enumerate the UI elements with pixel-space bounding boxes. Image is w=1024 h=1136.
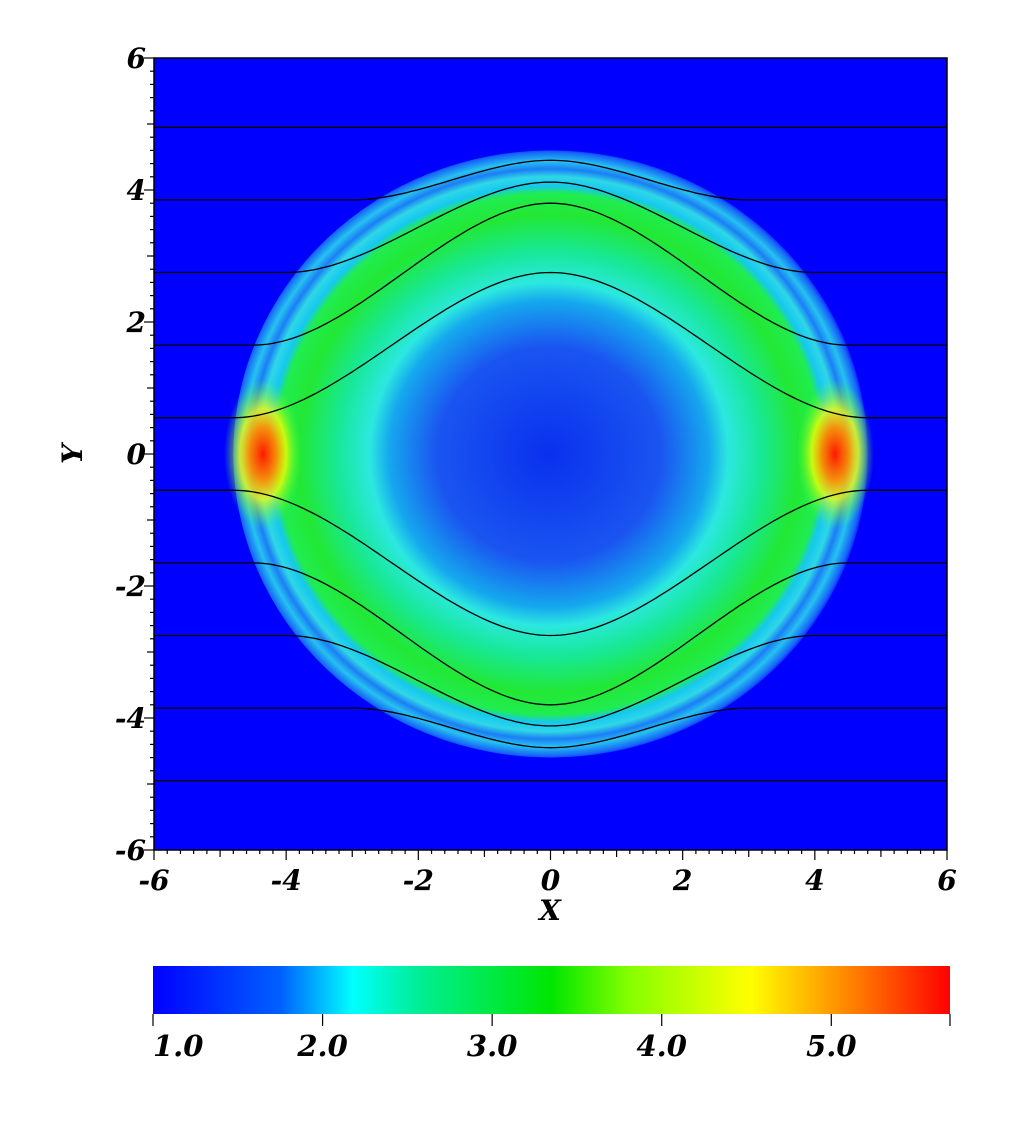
x-axis: -6 -4 -2 0 2 4 6 bbox=[138, 850, 957, 897]
streamlines bbox=[154, 126, 947, 782]
y-axis-title: Y bbox=[56, 441, 89, 464]
y-tick-label: 6 bbox=[127, 42, 146, 75]
colorbar-ticks: 1.0 2.0 3.0 4.0 5.0 bbox=[152, 1014, 951, 1063]
streamline bbox=[154, 707, 947, 749]
colorbar-tick-label: 3.0 bbox=[467, 1029, 517, 1063]
x-tick-label: -6 bbox=[138, 864, 169, 897]
y-tick-label: 4 bbox=[127, 174, 146, 207]
y-axis: 6 4 2 0 -2 -4 -6 bbox=[115, 42, 154, 867]
colorbar-gradient bbox=[153, 966, 950, 1014]
x-tick-label: 4 bbox=[805, 864, 824, 897]
streamline bbox=[154, 181, 947, 274]
streamline bbox=[154, 159, 947, 201]
x-tick-label: -4 bbox=[271, 864, 302, 897]
heatmap-plot-area bbox=[153, 57, 948, 851]
streamline bbox=[154, 562, 947, 706]
colorbar-tick-label: 1.0 bbox=[153, 1029, 203, 1063]
x-tick-label: 2 bbox=[672, 864, 692, 897]
shell-tip-right bbox=[797, 376, 878, 532]
colorbar: 1.0 2.0 3.0 4.0 5.0 bbox=[152, 966, 951, 1063]
streamline bbox=[154, 271, 947, 419]
streamline bbox=[154, 202, 947, 346]
y-tick-label: 2 bbox=[126, 306, 146, 339]
density-shell bbox=[233, 150, 868, 758]
y-tick-label: -2 bbox=[115, 570, 146, 603]
x-axis-title: X bbox=[537, 894, 562, 927]
y-tick-label: -6 bbox=[115, 834, 146, 867]
x-tick-label: -2 bbox=[403, 864, 434, 897]
y-tick-label: -4 bbox=[115, 702, 146, 735]
shell-tip-left bbox=[223, 376, 304, 532]
colorbar-tick-label: 2.0 bbox=[296, 1029, 347, 1063]
y-tick-label: 0 bbox=[127, 438, 147, 471]
x-tick-label: 0 bbox=[541, 864, 561, 897]
streamline bbox=[154, 634, 947, 727]
x-tick-label: 6 bbox=[937, 864, 956, 897]
colorbar-tick-label: 4.0 bbox=[636, 1029, 686, 1063]
streamline bbox=[154, 489, 947, 637]
colorbar-tick-label: 5.0 bbox=[806, 1029, 856, 1063]
